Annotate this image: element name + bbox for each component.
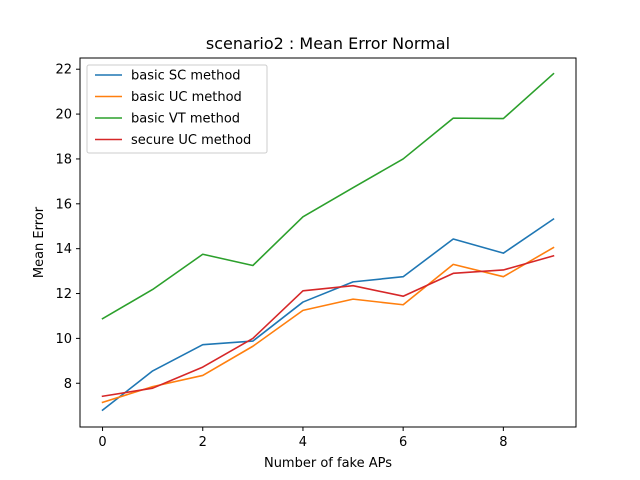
x-axis-label: Number of fake APs [264, 456, 392, 471]
chart-title: scenario2 : Mean Error Normal [206, 34, 450, 53]
legend-label-3: basic VT method [131, 112, 240, 127]
plot-area-frame [79, 57, 577, 428]
x-tick-label: 8 [499, 435, 507, 450]
series-line-1 [101, 217, 555, 412]
y-tick-label: 12 [55, 287, 72, 302]
y-tick-label: 8 [64, 377, 72, 392]
series-line-3 [101, 72, 555, 320]
series-layer [101, 72, 555, 412]
x-tick-label: 4 [299, 435, 307, 450]
y-tick-label: 14 [55, 242, 72, 257]
y-tick-label: 20 [55, 108, 72, 123]
x-tick-label: 2 [199, 435, 207, 450]
legend-frame [86, 64, 268, 154]
legend: basic SC method basic UC method basic VT m… [86, 64, 268, 154]
x-axis: 0 2 4 6 8 [98, 427, 507, 450]
y-tick-label: 18 [55, 152, 72, 167]
y-axis: 8 10 12 14 16 18 20 22 [55, 63, 80, 392]
series-line-4 [101, 254, 555, 398]
y-tick-label: 16 [55, 197, 72, 212]
x-tick-label: 0 [98, 435, 106, 450]
y-tick-label: 10 [55, 332, 72, 347]
legend-label-2: basic UC method [131, 90, 242, 105]
y-axis-label: Mean Error [32, 206, 47, 278]
y-tick-label: 22 [55, 63, 72, 78]
legend-label-4: secure UC method [131, 133, 251, 148]
series-line-2 [101, 246, 555, 404]
legend-label-1: basic SC method [131, 69, 241, 84]
x-tick-label: 6 [399, 435, 407, 450]
